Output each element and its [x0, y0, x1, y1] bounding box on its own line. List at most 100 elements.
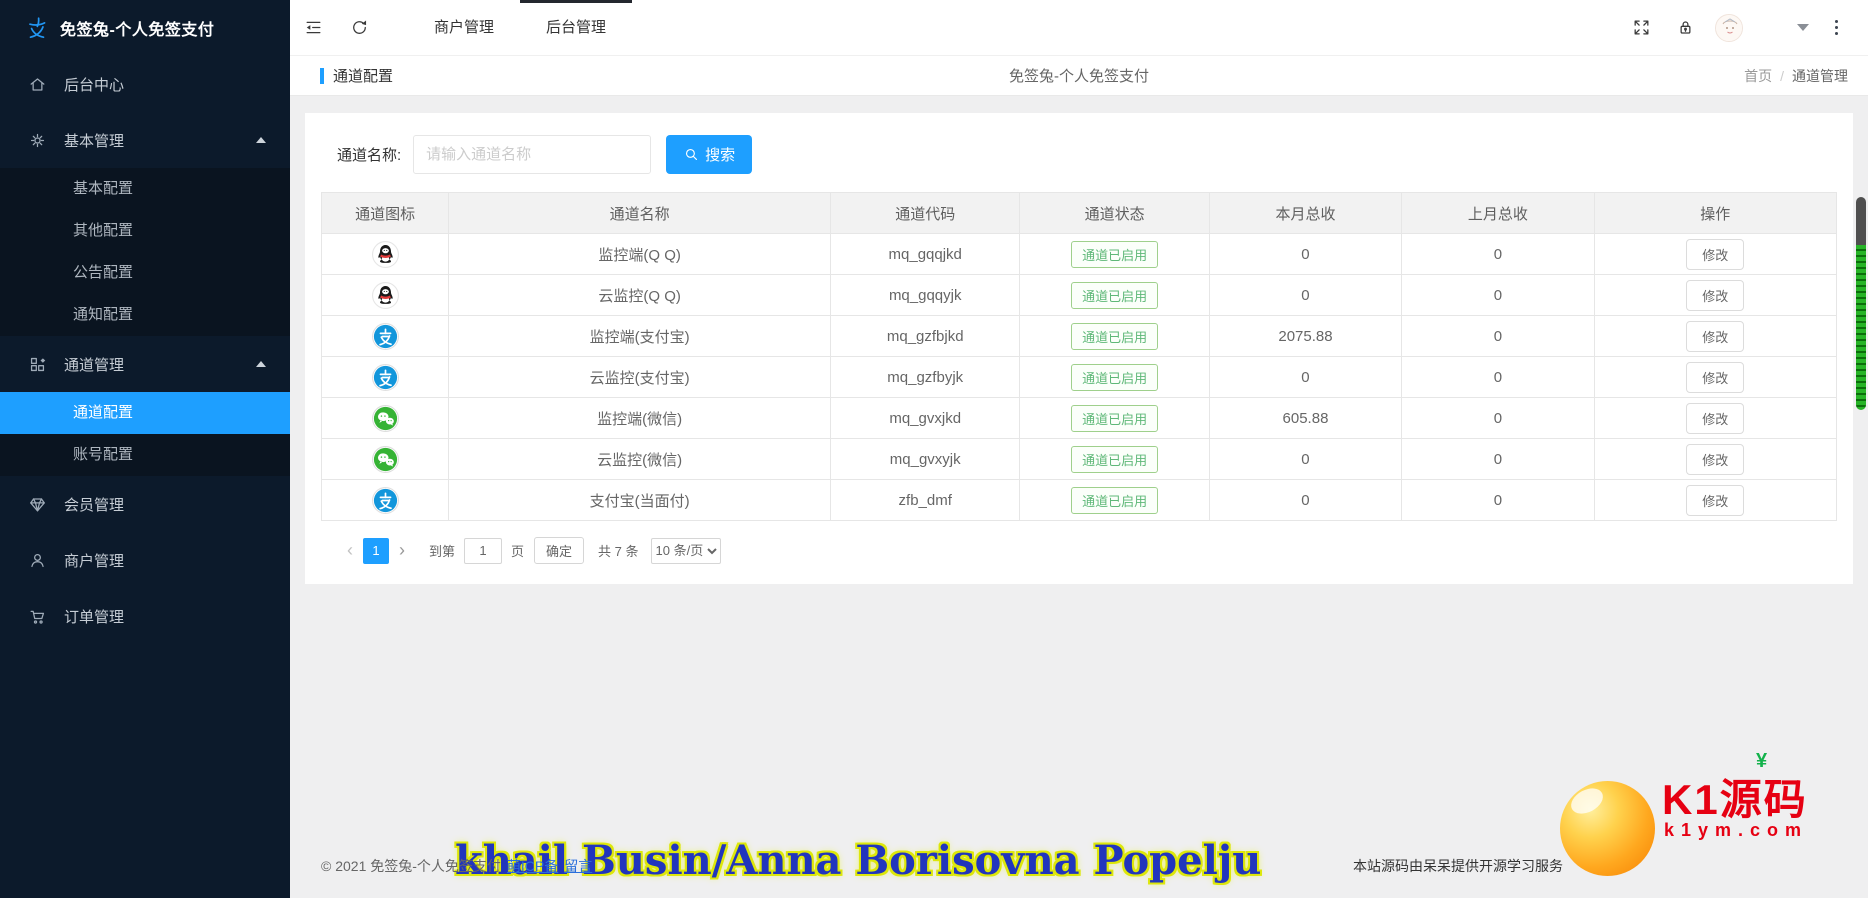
- action-cell: 修改: [1593, 479, 1838, 521]
- sidebar-item-channel-config[interactable]: 通道配置: [0, 392, 290, 434]
- channel-icon-cell: [320, 274, 450, 316]
- channel-icon-cell: [320, 356, 450, 398]
- edit-button[interactable]: 修改: [1686, 402, 1745, 434]
- search-form: 通道名称: 搜索: [337, 135, 1837, 174]
- sidebar-item-dashboard[interactable]: 后台中心: [0, 56, 290, 112]
- goto-label: 到第: [429, 544, 456, 559]
- action-cell: 修改: [1593, 397, 1838, 439]
- sidebar-item-account-config[interactable]: 账号配置: [73, 446, 134, 463]
- search-label: 通道名称:: [337, 147, 402, 164]
- edit-button[interactable]: 修改: [1686, 484, 1745, 516]
- wechat-icon: [371, 404, 399, 432]
- channel-code-cell: mq_gqqjkd: [830, 233, 1021, 275]
- breadcrumb-center-title: 免签兔-个人免签支付: [1009, 68, 1149, 85]
- table-row: 云监控(Q Q) mq_gqqyjk 通道已启用 0 0 修改: [320, 274, 1838, 316]
- table-header-row: 通道图标 通道名称 通道代码 通道状态 本月总收 上月总收 操作: [320, 192, 1838, 234]
- icp-link[interactable]: 萌ICP备: [506, 858, 559, 874]
- fullscreen-icon[interactable]: [1619, 0, 1663, 56]
- month-total-cell: 0: [1208, 356, 1403, 398]
- column-header: 操作: [1593, 192, 1838, 234]
- wechat-icon: [371, 445, 399, 473]
- caret-up-icon: [256, 137, 266, 143]
- confirm-page-button[interactable]: 确定: [534, 537, 585, 564]
- status-badge: 通道已启用: [1071, 363, 1159, 391]
- last-month-total-cell: 0: [1401, 438, 1595, 480]
- breadcrumb: 首页 / 通道管理: [1744, 66, 1848, 86]
- promo-domain: k1ym.com: [1664, 820, 1809, 840]
- breadcrumb-current: 通道管理: [1792, 67, 1848, 84]
- breadcrumb-home-link[interactable]: 首页: [1744, 67, 1773, 84]
- status-badge: 通道已启用: [1071, 281, 1159, 309]
- action-cell: 修改: [1593, 233, 1838, 275]
- channel-name-cell: 云监控(微信): [448, 438, 832, 480]
- column-header: 上月总收: [1401, 192, 1595, 234]
- page-title: 通道配置: [320, 65, 393, 86]
- footer-copyright: © 2021 免签兔-个人免签支付 萌ICP备 留言: [321, 856, 592, 876]
- goto-page-input[interactable]: [464, 537, 503, 564]
- gear-icon: [28, 131, 47, 150]
- promo-ball-icon: [1560, 781, 1655, 876]
- current-page-button[interactable]: 1: [363, 537, 389, 564]
- lock-icon[interactable]: [1663, 0, 1707, 56]
- page-unit-label: 页: [511, 544, 525, 559]
- month-total-cell: 0: [1208, 479, 1403, 521]
- edit-button[interactable]: 修改: [1686, 238, 1745, 270]
- sidebar-item-order-mgmt[interactable]: 订单管理: [0, 588, 290, 644]
- sidebar-menu: 后台中心 基本管理基本配置其他配置公告配置通知配置通道管理通道配置账号配置会员管理…: [0, 56, 290, 644]
- sidebar-item-channel-mgmt[interactable]: 通道管理: [0, 336, 290, 392]
- last-month-total-cell: 0: [1401, 479, 1595, 521]
- channel-status-cell: 通道已启用: [1019, 397, 1210, 439]
- edit-button[interactable]: 修改: [1686, 279, 1745, 311]
- month-total-cell: 2075.88: [1208, 315, 1403, 357]
- column-header: 通道图标: [320, 192, 450, 234]
- action-cell: 修改: [1593, 315, 1838, 357]
- sidebar-item-other-config[interactable]: 其他配置: [73, 222, 134, 239]
- tab-merchant[interactable]: 商户管理: [434, 18, 495, 36]
- caret-down-icon[interactable]: [1797, 24, 1809, 31]
- channel-code-cell: mq_gqqyjk: [830, 274, 1021, 316]
- sidebar-item-basic-config[interactable]: 基本配置: [73, 180, 134, 197]
- last-month-total-cell: 0: [1401, 397, 1595, 439]
- table-row: 监控端(Q Q) mq_gqqjkd 通道已启用 0 0 修改: [320, 233, 1838, 275]
- month-total-cell: 0: [1208, 233, 1403, 275]
- channel-icon-cell: [320, 479, 450, 521]
- channel-code-cell: mq_gzfbyjk: [830, 356, 1021, 398]
- caret-up-icon: [256, 361, 266, 367]
- username: [1743, 18, 1791, 38]
- sidebar-item-announce-config[interactable]: 公告配置: [73, 264, 134, 281]
- sidebar: 免签兔-个人免签支付 后台中心 基本管理 基本配置 其他配置 公告配置 通知配置 通道管理通…: [0, 0, 290, 898]
- edit-button[interactable]: 修改: [1686, 443, 1745, 475]
- prev-page-button[interactable]: ‹: [347, 539, 353, 560]
- channel-icon-cell: [320, 397, 450, 439]
- sidebar-item-merchant-mgmt[interactable]: 商户管理: [0, 532, 290, 588]
- month-total-cell: 0: [1208, 274, 1403, 316]
- edit-button[interactable]: 修改: [1686, 320, 1745, 352]
- channel-name-cell: 支付宝(当面付): [448, 479, 832, 521]
- kebab-menu-icon[interactable]: [1815, 12, 1852, 43]
- last-month-total-cell: 0: [1401, 315, 1595, 357]
- tab-admin[interactable]: 后台管理: [520, 0, 633, 56]
- channel-name-cell: 监控端(Q Q): [448, 233, 832, 275]
- avatar[interactable]: [1715, 13, 1743, 42]
- refresh-icon[interactable]: [336, 0, 382, 56]
- page-size-select[interactable]: 10 条/页: [650, 537, 721, 564]
- sidebar-item-label: 通道管理: [64, 356, 125, 374]
- message-link[interactable]: 留言: [564, 858, 593, 874]
- next-page-button[interactable]: ›: [399, 539, 405, 560]
- sidebar-item-basic-mgmt[interactable]: 基本管理: [0, 112, 290, 168]
- sidebar-submenu-basic-mgmt: 基本配置其他配置公告配置通知配置: [0, 168, 290, 336]
- sidebar-item-member-mgmt[interactable]: 会员管理: [0, 476, 290, 532]
- toggle-sidebar-icon[interactable]: [290, 0, 336, 56]
- channel-name-input[interactable]: [413, 135, 652, 174]
- last-month-total-cell: 0: [1401, 274, 1595, 316]
- brand-logo[interactable]: 免签兔-个人免签支付: [0, 0, 290, 56]
- status-badge: 通道已启用: [1071, 445, 1159, 473]
- diamond-icon: [28, 495, 47, 514]
- sidebar-item-notify-config[interactable]: 通知配置: [73, 306, 134, 323]
- search-button[interactable]: 搜索: [666, 135, 753, 174]
- top-bar: 商户管理 后台管理: [290, 0, 1868, 56]
- edit-button[interactable]: 修改: [1686, 361, 1745, 393]
- channel-name-cell: 云监控(Q Q): [448, 274, 832, 316]
- action-cell: 修改: [1593, 274, 1838, 316]
- scrollbar-thumb[interactable]: [1856, 197, 1866, 410]
